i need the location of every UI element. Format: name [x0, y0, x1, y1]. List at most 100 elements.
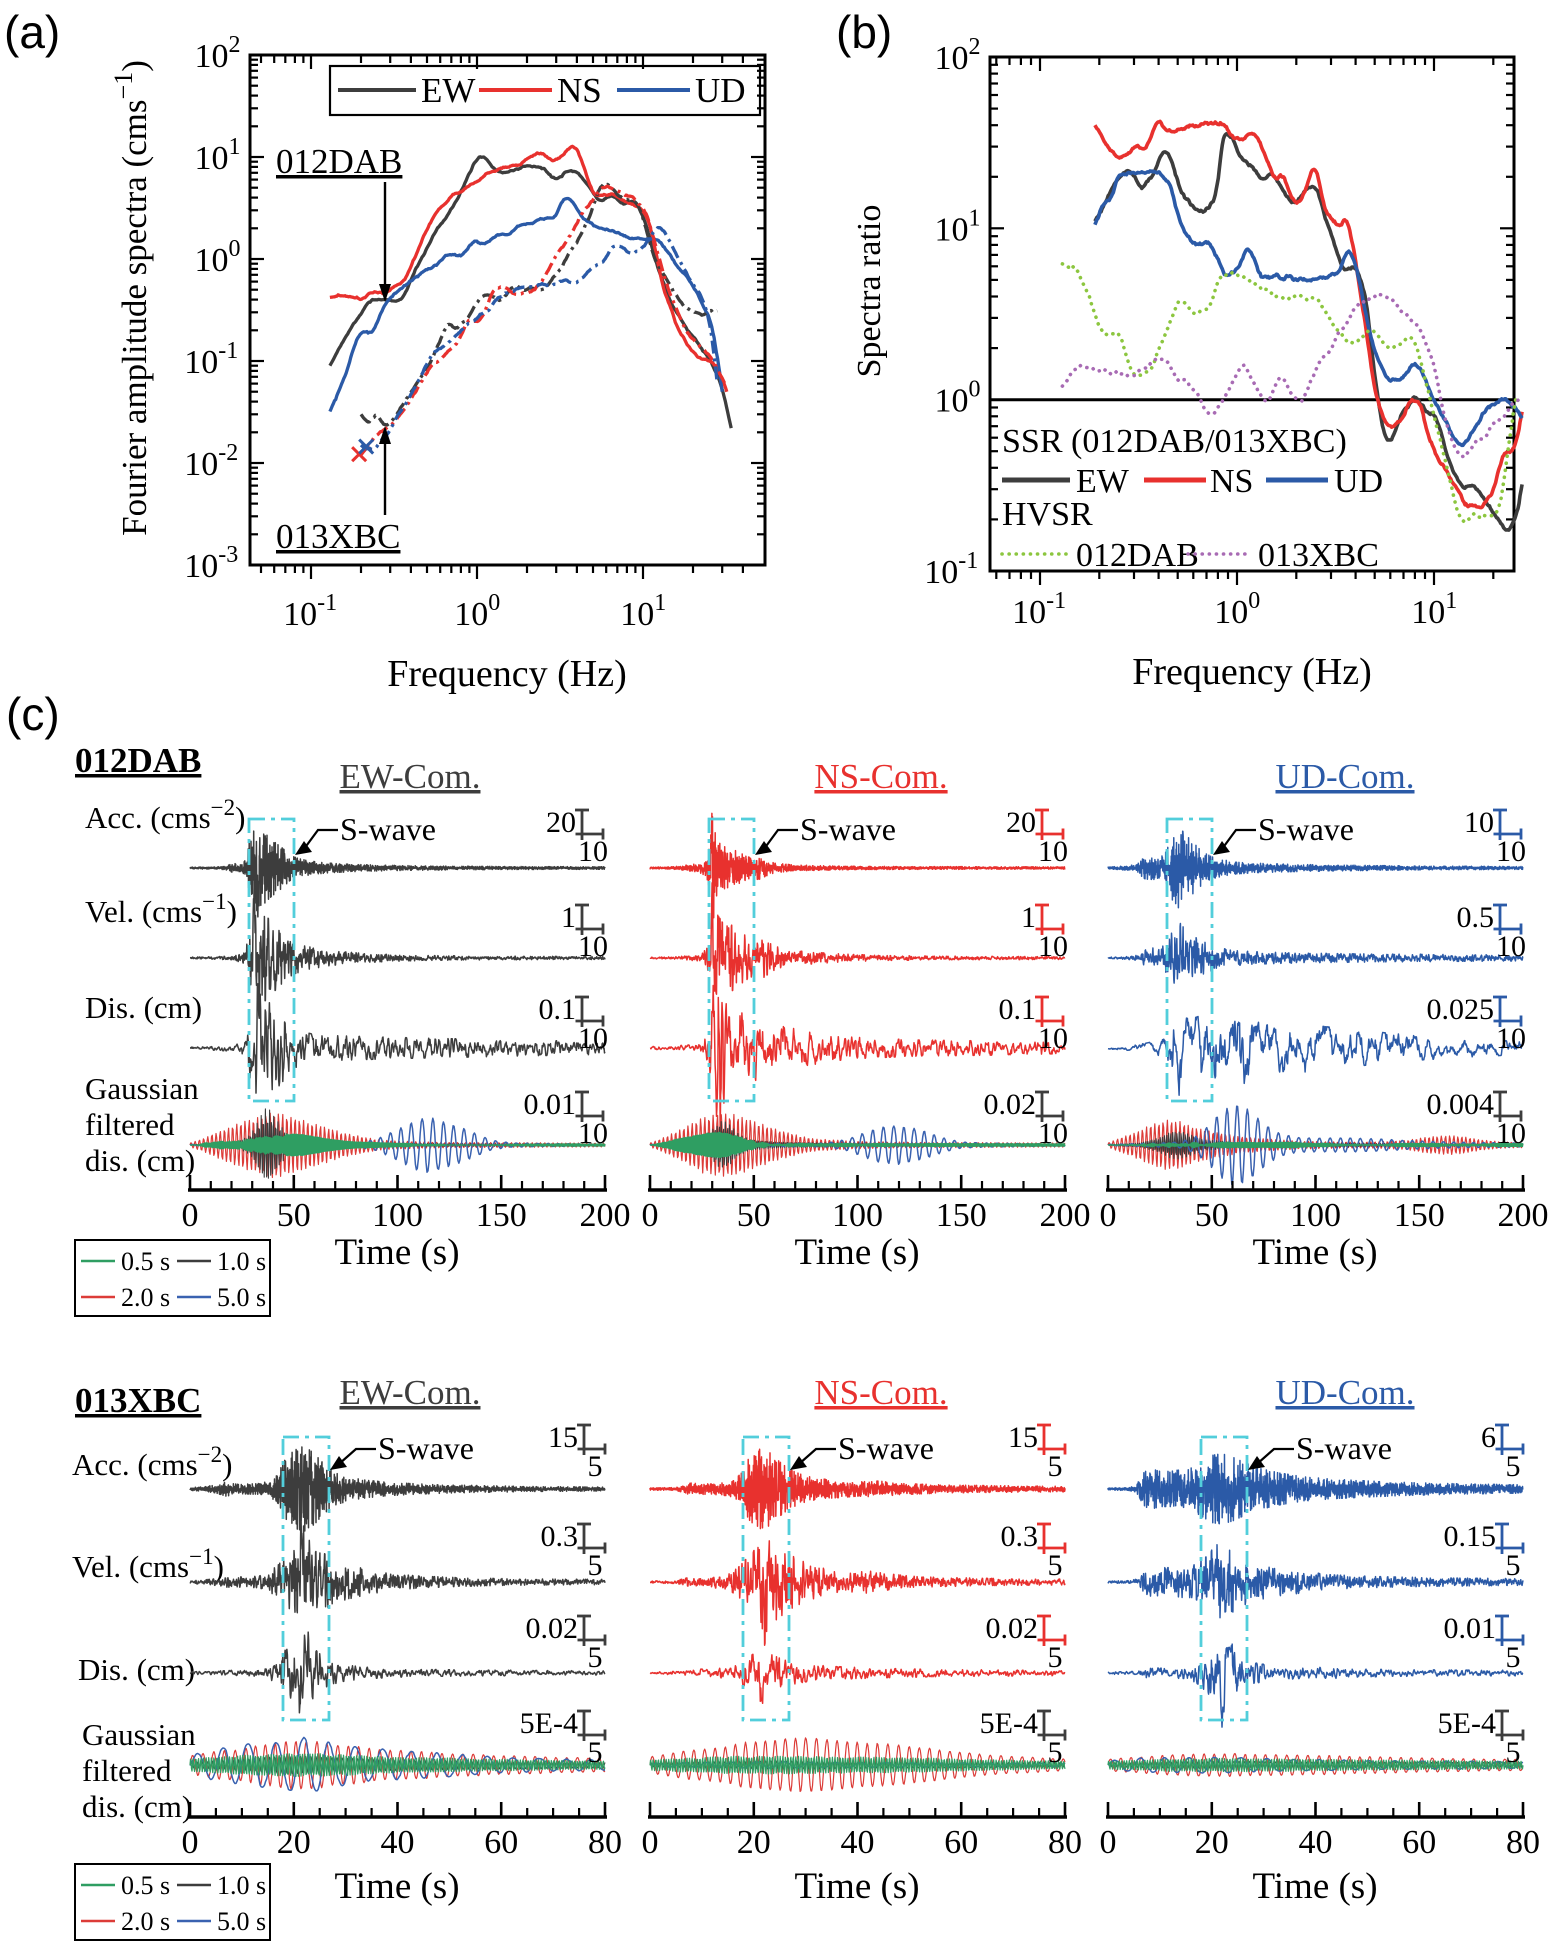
svg-text:50: 50: [277, 1197, 311, 1234]
svg-text:0.3: 0.3: [1001, 1520, 1039, 1553]
svg-text:40: 40: [1299, 1824, 1333, 1861]
svg-text:1.0 s: 1.0 s: [217, 1247, 266, 1276]
svg-text:5: 5: [1506, 1641, 1521, 1674]
svg-text:0.5 s: 0.5 s: [121, 1247, 170, 1276]
svg-text:EW: EW: [421, 71, 475, 110]
svg-text:SSR (012DAB/013XBC): SSR (012DAB/013XBC): [1002, 423, 1347, 460]
svg-text:100: 100: [372, 1197, 423, 1234]
svg-text:S-wave: S-wave: [378, 1430, 474, 1466]
svg-text:012DAB: 012DAB: [1076, 537, 1199, 574]
svg-text:0.01: 0.01: [1444, 1612, 1497, 1645]
svg-text:NS-Com.: NS-Com.: [814, 1373, 947, 1412]
svg-text:10: 10: [578, 1022, 608, 1055]
svg-text:200: 200: [580, 1197, 631, 1234]
svg-text:0.01: 0.01: [524, 1088, 577, 1121]
svg-text:Time (s): Time (s): [1252, 1866, 1377, 1907]
svg-text:5: 5: [588, 1736, 603, 1769]
svg-text:10: 10: [578, 835, 608, 868]
svg-text:UD-Com.: UD-Com.: [1275, 1373, 1414, 1412]
svg-text:0.1: 0.1: [539, 993, 577, 1026]
svg-text:5E-4: 5E-4: [980, 1707, 1038, 1740]
svg-text:Vel. (cms−1): Vel. (cms−1): [85, 889, 237, 929]
svg-text:UD: UD: [695, 71, 746, 110]
svg-text:60: 60: [944, 1824, 978, 1861]
svg-text:1: 1: [561, 901, 576, 934]
svg-text:S-wave: S-wave: [800, 811, 896, 847]
svg-text:5.0 s: 5.0 s: [217, 1907, 266, 1936]
svg-text:dis. (cm): dis. (cm): [82, 1789, 192, 1824]
svg-text:EW: EW: [1076, 463, 1130, 500]
svg-text:80: 80: [1048, 1824, 1082, 1861]
svg-text:150: 150: [476, 1197, 527, 1234]
svg-text:50: 50: [737, 1197, 771, 1234]
svg-text:10: 10: [578, 930, 608, 963]
svg-text:0: 0: [1100, 1824, 1117, 1861]
svg-text:Fourier amplitude spectra (cms: Fourier amplitude spectra (cms−1): [109, 60, 154, 536]
svg-text:80: 80: [588, 1824, 622, 1861]
svg-text:0.004: 0.004: [1427, 1088, 1495, 1121]
svg-text:10: 10: [578, 1117, 608, 1150]
svg-text:UD-Com.: UD-Com.: [1275, 757, 1414, 796]
svg-text:Acc. (cms−2): Acc. (cms−2): [85, 795, 245, 835]
svg-text:40: 40: [841, 1824, 875, 1861]
svg-text:dis. (cm): dis. (cm): [85, 1143, 195, 1178]
svg-text:5: 5: [1048, 1450, 1063, 1483]
svg-text:5: 5: [588, 1450, 603, 1483]
svg-text:(c): (c): [6, 688, 60, 740]
svg-text:1: 1: [1021, 901, 1036, 934]
svg-text:Time (s): Time (s): [1252, 1232, 1377, 1273]
svg-text:(a): (a): [4, 6, 60, 58]
svg-text:S-wave: S-wave: [1258, 811, 1354, 847]
svg-text:10-1: 10-1: [924, 548, 978, 591]
svg-text:012DAB: 012DAB: [75, 741, 201, 780]
svg-text:0.025: 0.025: [1427, 993, 1495, 1026]
svg-text:0: 0: [642, 1824, 659, 1861]
svg-text:15: 15: [1008, 1421, 1038, 1454]
svg-text:Time (s): Time (s): [794, 1866, 919, 1907]
svg-text:5: 5: [588, 1641, 603, 1674]
svg-text:NS: NS: [557, 71, 602, 110]
svg-text:100: 100: [1290, 1197, 1341, 1234]
svg-text:15: 15: [548, 1421, 578, 1454]
svg-text:10: 10: [1038, 1022, 1068, 1055]
svg-text:S-wave: S-wave: [838, 1430, 934, 1466]
svg-text:013XBC: 013XBC: [75, 1381, 201, 1420]
svg-text:20: 20: [737, 1824, 771, 1861]
svg-text:100: 100: [832, 1197, 883, 1234]
svg-text:10: 10: [1464, 806, 1494, 839]
svg-text:filtered: filtered: [85, 1107, 175, 1142]
svg-text:NS: NS: [1210, 463, 1253, 500]
svg-text:5E-4: 5E-4: [1438, 1707, 1496, 1740]
svg-text:Frequency (Hz): Frequency (Hz): [1132, 651, 1372, 693]
svg-text:5: 5: [588, 1549, 603, 1582]
svg-text:60: 60: [1402, 1824, 1436, 1861]
svg-text:EW-Com.: EW-Com.: [340, 757, 481, 796]
svg-text:60: 60: [484, 1824, 518, 1861]
svg-text:Gaussian: Gaussian: [85, 1071, 199, 1106]
svg-text:0.15: 0.15: [1444, 1520, 1497, 1553]
svg-text:20: 20: [277, 1824, 311, 1861]
svg-text:5E-4: 5E-4: [520, 1707, 578, 1740]
svg-text:5.0 s: 5.0 s: [217, 1283, 266, 1312]
svg-text:40: 40: [381, 1824, 415, 1861]
svg-text:0.5 s: 0.5 s: [121, 1871, 170, 1900]
svg-text:100: 100: [194, 236, 240, 279]
svg-text:0.3: 0.3: [541, 1520, 579, 1553]
svg-text:Dis. (cm): Dis. (cm): [78, 1652, 195, 1687]
svg-text:Frequency (Hz): Frequency (Hz): [387, 653, 627, 695]
svg-text:2.0 s: 2.0 s: [121, 1907, 170, 1936]
svg-text:6: 6: [1481, 1421, 1496, 1454]
svg-text:Time (s): Time (s): [334, 1866, 459, 1907]
svg-text:0: 0: [642, 1197, 659, 1234]
svg-text:5: 5: [1506, 1450, 1521, 1483]
svg-text:5: 5: [1506, 1736, 1521, 1769]
svg-text:1.0 s: 1.0 s: [217, 1871, 266, 1900]
svg-text:UD: UD: [1334, 463, 1383, 500]
svg-text:0: 0: [182, 1197, 199, 1234]
svg-text:S-wave: S-wave: [1296, 1430, 1392, 1466]
svg-text:50: 50: [1195, 1197, 1229, 1234]
svg-text:5: 5: [1048, 1736, 1063, 1769]
svg-text:0.02: 0.02: [986, 1612, 1039, 1645]
svg-text:Spectra ratio: Spectra ratio: [851, 205, 888, 378]
svg-text:0: 0: [182, 1824, 199, 1861]
